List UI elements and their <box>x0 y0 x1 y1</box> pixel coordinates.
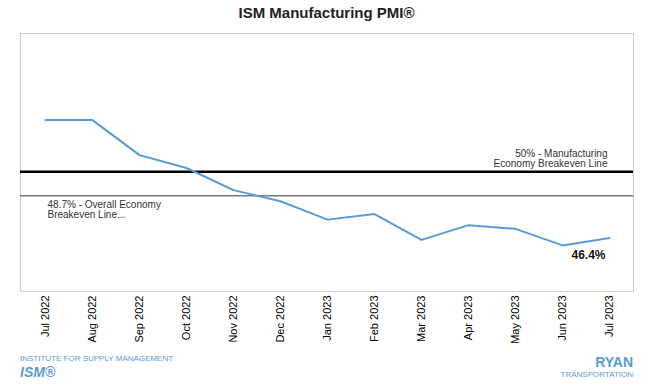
svg-text:Dec 2022: Dec 2022 <box>274 296 286 343</box>
svg-text:Apr 2023: Apr 2023 <box>462 296 474 341</box>
html-text:INSTITUTE FOR SUPPLY MANAGEMEN: INSTITUTE FOR SUPPLY MANAGEMENT <box>20 354 174 364</box>
html-text:ISM Manufacturing PMI®: ISM Manufacturing PMI® <box>238 4 415 21</box>
svg-text:Jul 2023: Jul 2023 <box>603 296 615 338</box>
svg-text:Jan 2023: Jan 2023 <box>321 296 333 341</box>
svg-text:Nov 2022: Nov 2022 <box>227 296 239 343</box>
svg-text:46.4%: 46.4% <box>571 248 605 262</box>
svg-text:Sep 2022: Sep 2022 <box>133 296 145 343</box>
svg-text:48.7% - Overall EconomyBreakev: 48.7% - Overall EconomyBreakeven Line... <box>48 199 161 220</box>
svg-text:Oct 2022: Oct 2022 <box>180 296 192 341</box>
svg-text:Jul 2022: Jul 2022 <box>39 296 51 338</box>
svg-text:Mar 2023: Mar 2023 <box>415 296 427 342</box>
html-text:ISM®: ISM® <box>20 363 56 380</box>
svg-text:May 2023: May 2023 <box>509 296 521 344</box>
svg-text:Jun 2023: Jun 2023 <box>556 296 568 341</box>
html-text:TRANSPORTATION: TRANSPORTATION <box>560 370 633 380</box>
svg-text:Aug 2022: Aug 2022 <box>86 296 98 343</box>
svg-text:50% - ManufacturingEconomy Bre: 50% - ManufacturingEconomy Breakeven Lin… <box>494 148 608 169</box>
html-text:RYAN: RYAN <box>595 354 633 371</box>
svg-text:Feb 2023: Feb 2023 <box>368 296 380 342</box>
